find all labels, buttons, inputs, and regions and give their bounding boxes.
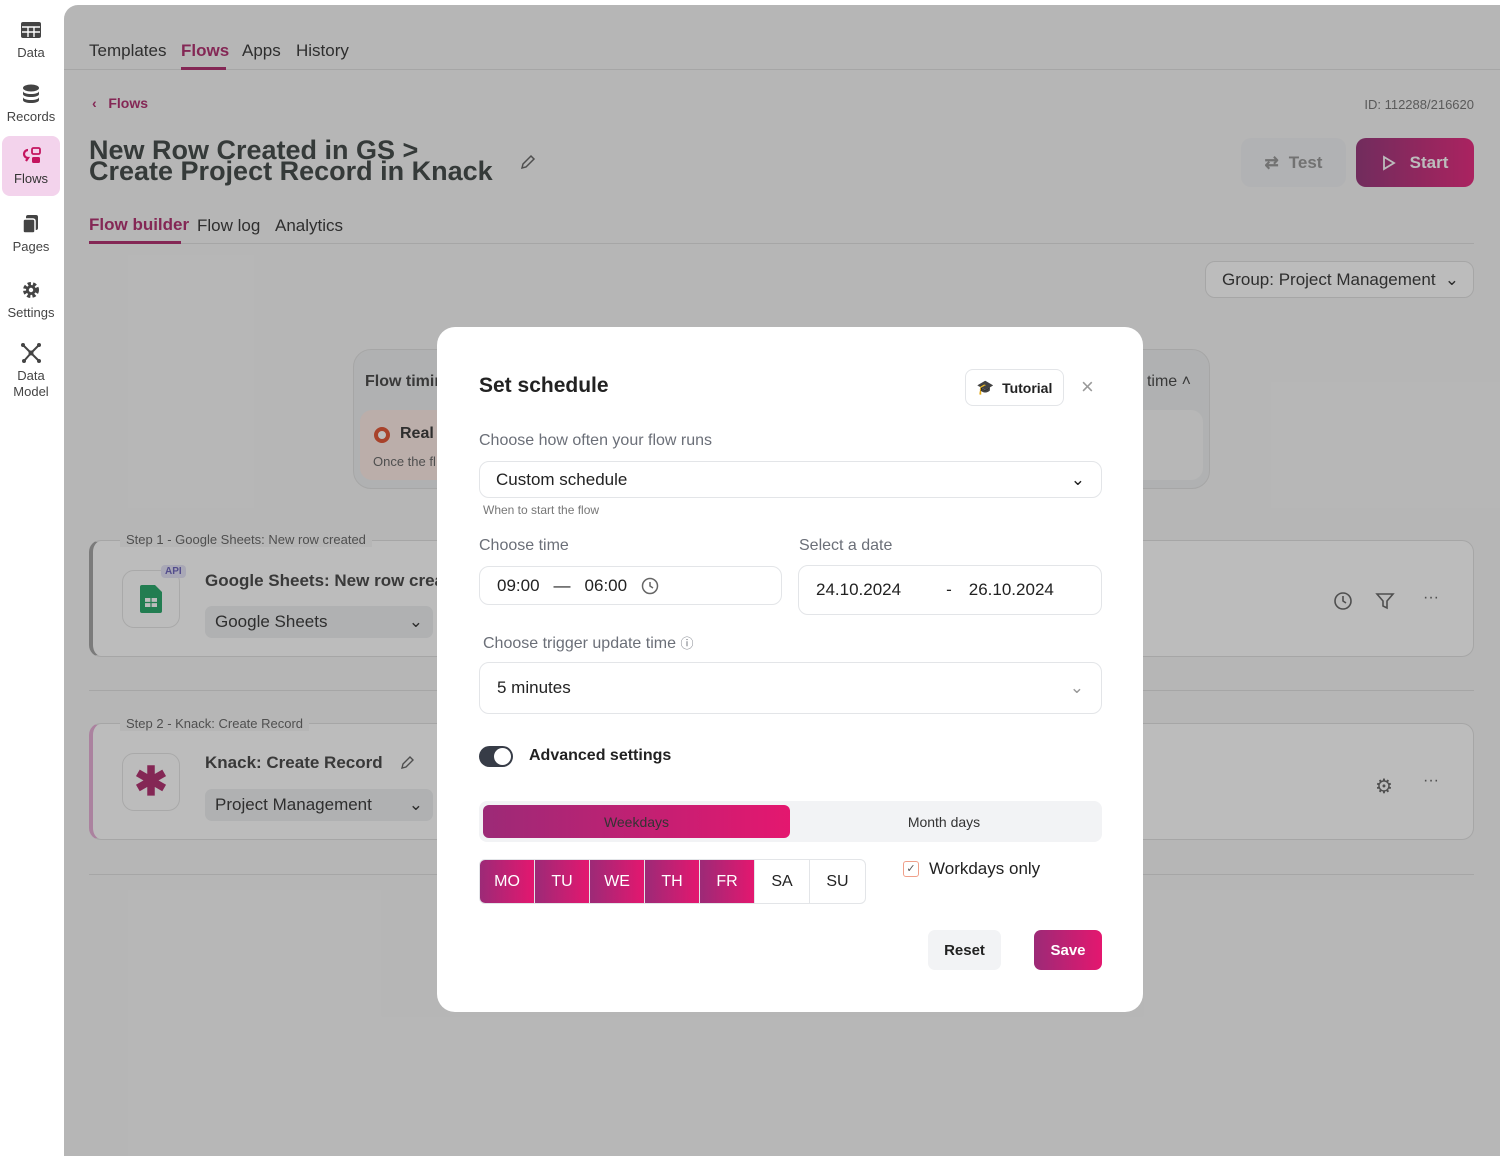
chevron-left-icon: ‹: [92, 95, 97, 111]
more-icon[interactable]: ···: [1423, 589, 1439, 606]
day-tu[interactable]: TU: [535, 860, 590, 903]
step-2-object-select[interactable]: Project Management ⌄: [205, 789, 433, 821]
frequency-select[interactable]: Custom schedule ⌄: [479, 461, 1102, 498]
chevron-down-icon: ⌄: [1070, 469, 1085, 489]
tab-templates[interactable]: Templates: [89, 41, 167, 60]
flow-id: ID: 112288/216620: [1364, 97, 1474, 112]
chevron-down-icon: ⌄: [1069, 678, 1084, 697]
sidebar: Data Records Flows Pages Settings Data M…: [0, 0, 64, 1156]
chevron-up-icon: ˄: [1181, 373, 1191, 390]
api-badge: API: [161, 565, 186, 578]
graduation-cap-icon: 🎓: [976, 379, 995, 395]
page-title: New Row Created in GS > Create Project R…: [89, 135, 493, 186]
segment-month-days[interactable]: Month days: [907, 813, 981, 830]
knack-icon: ✱: [122, 753, 180, 811]
play-icon: [1382, 154, 1396, 171]
workdays-only-checkbox[interactable]: ✓: [903, 861, 919, 877]
trigger-label: Choose trigger update time ⓘ: [483, 635, 694, 652]
close-icon[interactable]: ×: [1081, 374, 1094, 399]
database-icon: [23, 84, 39, 103]
step-1-app-select[interactable]: Google Sheets ⌄: [205, 606, 433, 638]
time-range-input[interactable]: 09:00—06:00: [479, 566, 782, 605]
tab-apps[interactable]: Apps: [242, 41, 281, 60]
day-sa[interactable]: SA: [755, 860, 810, 903]
sidebar-item-settings[interactable]: Settings: [2, 270, 60, 330]
gear-icon[interactable]: ⚙: [1375, 776, 1393, 798]
day-we[interactable]: WE: [590, 860, 645, 903]
weekday-picker: MO TU WE TH FR SA SU: [479, 859, 866, 904]
tab-flow-log[interactable]: Flow log: [197, 216, 261, 235]
collapse-toggle[interactable]: time ˄: [1146, 373, 1191, 390]
modal-title: Set schedule: [479, 374, 609, 397]
tab-history[interactable]: History: [296, 41, 349, 60]
sidebar-item-pages[interactable]: Pages: [2, 204, 60, 264]
tutorial-button[interactable]: 🎓 Tutorial: [965, 369, 1064, 406]
radio-selected-icon: [374, 427, 390, 443]
swap-icon: ⇄: [1264, 152, 1279, 172]
more-icon[interactable]: ···: [1423, 772, 1439, 789]
info-icon[interactable]: ⓘ: [680, 636, 694, 651]
save-button[interactable]: Save: [1034, 930, 1102, 970]
edit-step-icon[interactable]: [400, 754, 416, 775]
day-su[interactable]: SU: [826, 872, 849, 890]
gear-icon: [23, 282, 39, 298]
tab-flows[interactable]: Flows: [181, 41, 230, 60]
clock-icon: [641, 577, 659, 594]
segment-weekdays[interactable]: Weekdays: [483, 805, 790, 838]
day-type-segmented: Weekdays Month days: [479, 801, 1102, 842]
google-sheets-icon: [122, 570, 180, 628]
sidebar-item-records[interactable]: Records: [2, 74, 60, 134]
advanced-settings-toggle[interactable]: [479, 746, 513, 767]
chevron-down-icon: ⌄: [408, 795, 423, 814]
tab-analytics[interactable]: Analytics: [275, 216, 344, 235]
sidebar-item-flows[interactable]: Flows: [2, 136, 60, 196]
pages-icon: [22, 215, 38, 234]
breadcrumb[interactable]: ‹ Flows: [92, 95, 149, 111]
trigger-update-select[interactable]: 5 minutes ⌄: [479, 662, 1102, 714]
filter-icon[interactable]: [1375, 591, 1395, 616]
tab-flow-builder[interactable]: Flow builder: [89, 215, 190, 234]
table-icon: [21, 22, 41, 38]
reset-button[interactable]: Reset: [928, 930, 1001, 970]
date-range-input[interactable]: 24.10.2024-26.10.2024: [798, 565, 1102, 615]
set-schedule-modal: Set schedule 🎓 Tutorial × Choose how ofte…: [437, 327, 1143, 1012]
schedule-icon[interactable]: [1333, 591, 1353, 616]
chevron-down-icon: ⌄: [1444, 269, 1459, 289]
day-mo[interactable]: MO: [480, 860, 535, 903]
day-fr[interactable]: FR: [700, 860, 755, 903]
data-model-icon: [21, 343, 41, 363]
chevron-down-icon: ⌄: [408, 612, 423, 631]
group-select[interactable]: Group: Project Management ⌄: [1205, 261, 1474, 298]
test-button[interactable]: ⇄ Test: [1241, 138, 1346, 187]
flows-icon: [22, 147, 41, 163]
start-button[interactable]: Start: [1356, 138, 1474, 187]
edit-title-icon[interactable]: [519, 153, 537, 176]
sidebar-item-data-model[interactable]: Data Model: [2, 340, 60, 402]
sidebar-item-data[interactable]: Data: [2, 10, 60, 70]
day-th[interactable]: TH: [645, 860, 700, 903]
